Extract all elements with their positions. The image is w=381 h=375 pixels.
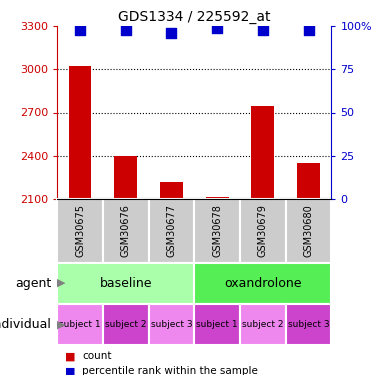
Text: ▶: ▶ <box>57 278 66 288</box>
Bar <box>149 199 194 262</box>
Point <box>77 27 83 33</box>
Text: GSM30680: GSM30680 <box>304 204 314 257</box>
Title: GDS1334 / 225592_at: GDS1334 / 225592_at <box>118 10 271 24</box>
Bar <box>69 66 91 199</box>
Text: subject 1: subject 1 <box>196 320 238 329</box>
Text: ■: ■ <box>65 366 75 375</box>
Text: percentile rank within the sample: percentile rank within the sample <box>82 366 258 375</box>
Bar <box>160 182 183 199</box>
Text: oxandrolone: oxandrolone <box>224 277 302 290</box>
Text: ■: ■ <box>65 351 75 361</box>
Bar <box>194 199 240 262</box>
Bar <box>149 304 194 345</box>
Bar <box>57 262 194 304</box>
Text: subject 2: subject 2 <box>242 320 283 329</box>
Bar <box>286 199 331 262</box>
Text: subject 2: subject 2 <box>105 320 146 329</box>
Text: GSM30676: GSM30676 <box>121 204 131 257</box>
Bar <box>194 262 331 304</box>
Text: ▶: ▶ <box>57 320 66 329</box>
Bar <box>286 304 331 345</box>
Bar <box>103 304 149 345</box>
Text: subject 1: subject 1 <box>59 320 101 329</box>
Bar <box>240 199 286 262</box>
Text: subject 3: subject 3 <box>150 320 192 329</box>
Point <box>306 27 312 33</box>
Point <box>123 27 129 33</box>
Bar <box>251 106 274 199</box>
Bar <box>103 199 149 262</box>
Bar <box>206 196 229 199</box>
Text: baseline: baseline <box>99 277 152 290</box>
Text: GSM30678: GSM30678 <box>212 204 222 257</box>
Text: agent: agent <box>15 277 52 290</box>
Bar <box>297 163 320 199</box>
Bar <box>57 304 103 345</box>
Bar <box>194 304 240 345</box>
Bar <box>240 304 286 345</box>
Point <box>168 30 174 36</box>
Point <box>214 25 220 31</box>
Point <box>260 27 266 33</box>
Text: individual: individual <box>0 318 52 331</box>
Text: subject 3: subject 3 <box>288 320 330 329</box>
Text: GSM30679: GSM30679 <box>258 204 268 257</box>
Text: count: count <box>82 351 111 361</box>
Bar <box>57 199 103 262</box>
Bar <box>114 156 137 199</box>
Text: GSM30677: GSM30677 <box>166 204 176 257</box>
Text: GSM30675: GSM30675 <box>75 204 85 257</box>
